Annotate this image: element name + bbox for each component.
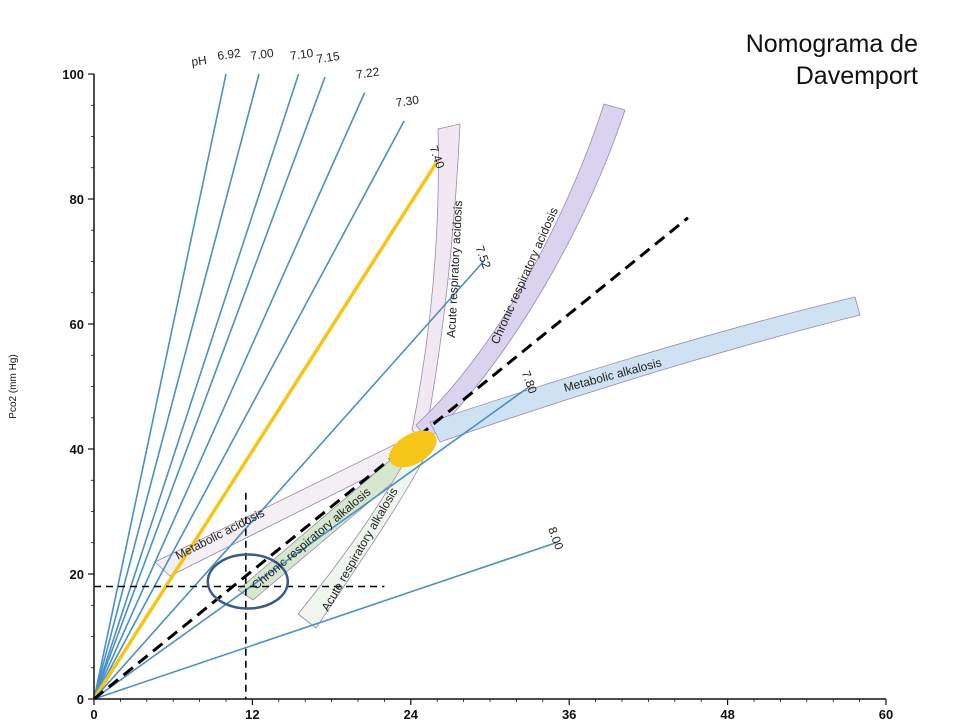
ph-label-7.22: 7.22 (355, 65, 380, 82)
ph-isobar-7.15 (93, 76, 326, 700)
ph-prefix-label: pH (190, 53, 207, 69)
band-metabolic-alkalosis (429, 296, 861, 443)
ph-isobar-7.00 (93, 73, 260, 700)
y-axis-title: Pco2 (mm Hg) (8, 354, 19, 418)
ph-isobar-7.40 (92, 160, 439, 700)
y-tick-label-100: 100 (62, 67, 84, 82)
y-tick-label-60: 60 (70, 317, 84, 332)
lines-layer (92, 73, 689, 701)
y-tick-label-20: 20 (70, 567, 84, 582)
chart-title-line-2: Davemport (795, 62, 918, 90)
bands-layer (154, 103, 861, 629)
ph-isobar-7.52 (93, 260, 484, 700)
chart-title-line-1: Nomograma de (745, 30, 918, 58)
x-tick-label-12: 12 (245, 707, 259, 720)
normal-region-ellipse (389, 430, 437, 468)
ph-label-7.30: 7.30 (395, 93, 420, 110)
x-tick-label-48: 48 (720, 707, 734, 720)
ph-isobar-8.00 (93, 541, 557, 700)
y-tick-label-0: 0 (77, 692, 84, 707)
chart-title: Nomograma de Davemport (746, 28, 918, 92)
ph-label-7.52: 7.52 (473, 244, 494, 271)
x-tick-label-36: 36 (562, 707, 576, 720)
x-tick-label-0: 0 (90, 707, 97, 720)
axes-layer: 0 20 40 60 80 100 0 12 24 36 48 60 Pco2 (mm Hg) (8, 67, 893, 720)
x-tick-label-24: 24 (404, 707, 419, 720)
ph-isobar-7.22 (93, 92, 366, 700)
ph-label-7.15: 7.15 (315, 49, 340, 66)
band-chronic-respiratory-acidosis (415, 103, 626, 441)
ph-isobar-7.80 (93, 385, 531, 700)
ph-isobar-7.30 (93, 120, 405, 700)
ph-label-7.10: 7.10 (289, 46, 314, 63)
highlight-circle (206, 553, 290, 610)
labels-layer: Acute respiratory acidosis Chronic respir… (173, 46, 663, 614)
x-tick-label-60: 60 (879, 707, 893, 720)
ph-isobar-6.92 (93, 73, 227, 700)
ph-isobar-7.10 (93, 73, 300, 700)
ph-label-8.00: 8.00 (545, 525, 566, 552)
ph-label-6.92: 6.92 (216, 46, 241, 63)
y-tick-label-80: 80 (70, 192, 84, 207)
ph-label-7.00: 7.00 (249, 46, 274, 63)
y-tick-label-40: 40 (70, 442, 84, 457)
band-acute-respiratory-acidosis (411, 123, 461, 443)
